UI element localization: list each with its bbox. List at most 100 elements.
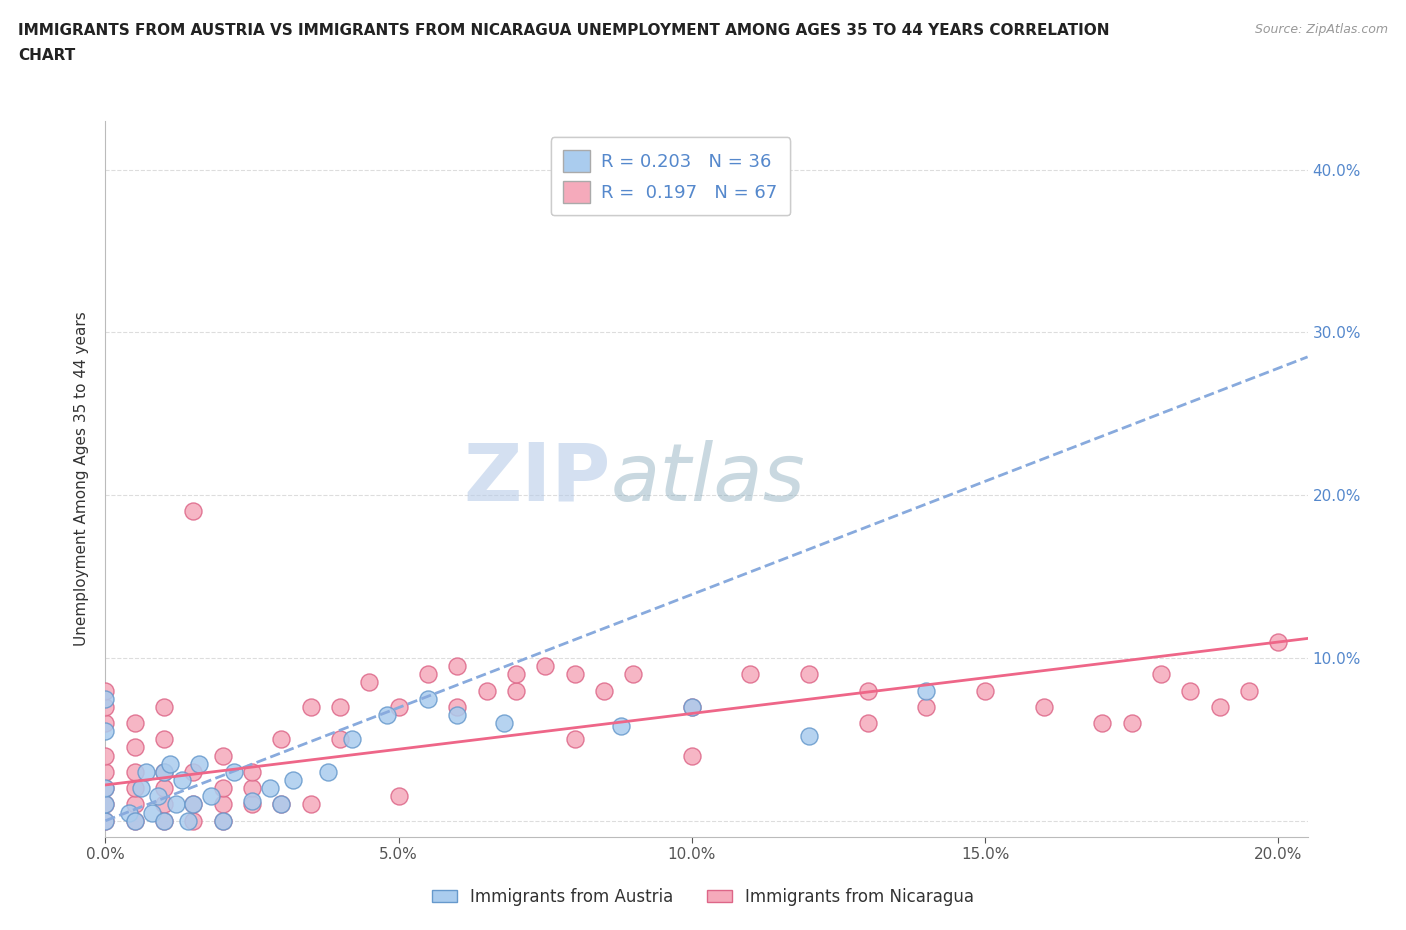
Point — [270, 732, 292, 747]
Point — [240, 794, 263, 809]
Point — [153, 813, 176, 829]
Point — [1091, 716, 1114, 731]
Point — [359, 675, 381, 690]
Point — [797, 667, 820, 682]
Point — [681, 699, 703, 714]
Point — [1267, 634, 1289, 649]
Point — [416, 667, 439, 682]
Text: CHART: CHART — [18, 48, 76, 63]
Point — [797, 729, 820, 744]
Point — [211, 797, 233, 812]
Point — [340, 732, 363, 747]
Point — [94, 797, 117, 812]
Point — [124, 813, 146, 829]
Point — [270, 797, 292, 812]
Point — [240, 781, 263, 796]
Text: IMMIGRANTS FROM AUSTRIA VS IMMIGRANTS FROM NICARAGUA UNEMPLOYMENT AMONG AGES 35 : IMMIGRANTS FROM AUSTRIA VS IMMIGRANTS FR… — [18, 23, 1109, 38]
Point — [153, 764, 176, 779]
Point — [94, 781, 117, 796]
Text: Source: ZipAtlas.com: Source: ZipAtlas.com — [1254, 23, 1388, 36]
Point — [118, 805, 141, 820]
Point — [124, 781, 146, 796]
Point — [165, 797, 187, 812]
Point — [446, 708, 468, 723]
Point — [593, 683, 616, 698]
Point — [94, 691, 117, 706]
Point — [534, 658, 557, 673]
Point — [915, 699, 938, 714]
Point — [94, 699, 117, 714]
Point — [183, 797, 205, 812]
Point — [1237, 683, 1260, 698]
Point — [681, 748, 703, 763]
Point — [1032, 699, 1054, 714]
Point — [259, 781, 281, 796]
Point — [299, 797, 322, 812]
Point — [124, 797, 146, 812]
Point — [94, 748, 117, 763]
Point — [124, 764, 146, 779]
Point — [211, 748, 233, 763]
Point — [153, 699, 176, 714]
Point — [375, 708, 398, 723]
Point — [1180, 683, 1202, 698]
Point — [505, 683, 527, 698]
Point — [153, 781, 176, 796]
Point — [94, 683, 117, 698]
Point — [148, 789, 170, 804]
Point — [135, 764, 157, 779]
Point — [141, 805, 163, 820]
Point — [1150, 667, 1173, 682]
Point — [211, 813, 233, 829]
Point — [211, 813, 233, 829]
Point — [505, 667, 527, 682]
Point — [494, 716, 516, 731]
Point — [183, 504, 205, 519]
Point — [621, 667, 644, 682]
Point — [856, 683, 879, 698]
Point — [240, 764, 263, 779]
Point — [153, 732, 176, 747]
Point — [446, 658, 468, 673]
Point — [170, 773, 193, 788]
Point — [281, 773, 304, 788]
Point — [564, 667, 586, 682]
Point — [446, 699, 468, 714]
Point — [475, 683, 498, 698]
Point — [610, 719, 633, 734]
Point — [740, 667, 762, 682]
Point — [94, 716, 117, 731]
Point — [183, 813, 205, 829]
Point — [153, 797, 176, 812]
Point — [299, 699, 322, 714]
Point — [183, 764, 205, 779]
Point — [329, 699, 352, 714]
Point — [124, 740, 146, 755]
Point — [124, 716, 146, 731]
Point — [94, 813, 117, 829]
Point — [564, 732, 586, 747]
Point — [153, 764, 176, 779]
Text: atlas: atlas — [610, 440, 806, 518]
Point — [974, 683, 997, 698]
Point — [388, 789, 411, 804]
Point — [856, 716, 879, 731]
Point — [270, 797, 292, 812]
Point — [94, 797, 117, 812]
Point — [176, 813, 198, 829]
Y-axis label: Unemployment Among Ages 35 to 44 years: Unemployment Among Ages 35 to 44 years — [75, 312, 90, 646]
Point — [316, 764, 339, 779]
Point — [1208, 699, 1230, 714]
Point — [224, 764, 246, 779]
Point — [183, 797, 205, 812]
Point — [240, 797, 263, 812]
Text: ZIP: ZIP — [463, 440, 610, 518]
Point — [416, 691, 439, 706]
Point — [1121, 716, 1143, 731]
Point — [94, 764, 117, 779]
Point — [915, 683, 938, 698]
Point — [211, 781, 233, 796]
Point — [681, 699, 703, 714]
Point — [94, 724, 117, 738]
Point — [129, 781, 152, 796]
